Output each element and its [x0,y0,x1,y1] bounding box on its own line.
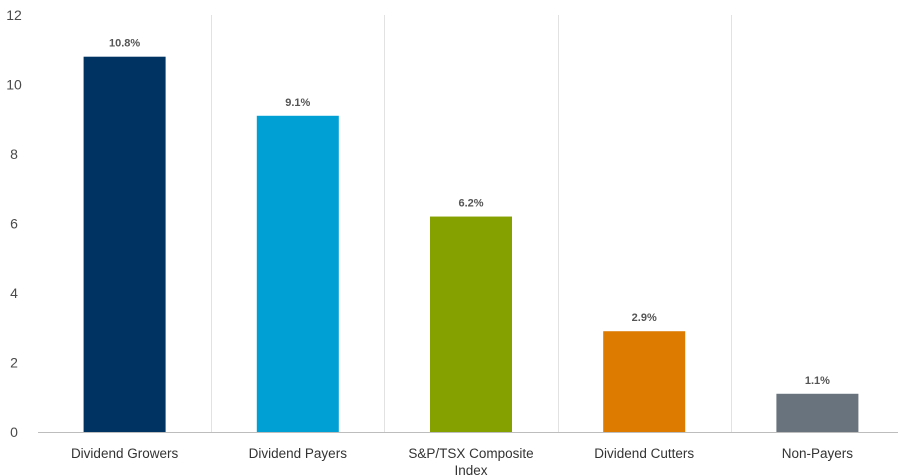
y-axis: 0 2 4 6 8 10 12 [6,7,22,440]
y-tick-label: 6 [10,216,18,232]
bar [603,331,686,432]
x-category-label: Dividend Growers [71,446,179,461]
y-tick-label: 10 [6,77,22,93]
data-label: 10.8% [109,38,140,50]
bar [83,56,166,432]
bar [256,115,339,433]
grid-layer [38,15,898,433]
y-tick-label: 0 [10,424,18,440]
data-labels: 10.8% 9.1% 6.2% 2.9% 1.1% [109,38,830,387]
data-label: 2.9% [632,312,657,324]
bar [430,216,512,432]
x-category-label: Dividend Cutters [594,446,694,461]
data-label: 1.1% [805,375,830,387]
data-label: 6.2% [458,198,483,210]
y-tick-label: 2 [10,355,18,371]
x-category-label: S&P/TSX Composite Index [408,446,533,476]
y-tick-label: 12 [6,7,22,23]
x-category-label: Dividend Payers [249,446,348,461]
bar [776,393,859,432]
y-tick-label: 4 [10,285,18,301]
data-label: 9.1% [285,97,310,109]
bars [83,56,859,433]
x-category-label: Non-Payers [782,446,854,461]
y-tick-label: 8 [10,146,18,162]
x-axis: Dividend Growers Dividend Payers S&P/TSX C… [71,446,853,476]
